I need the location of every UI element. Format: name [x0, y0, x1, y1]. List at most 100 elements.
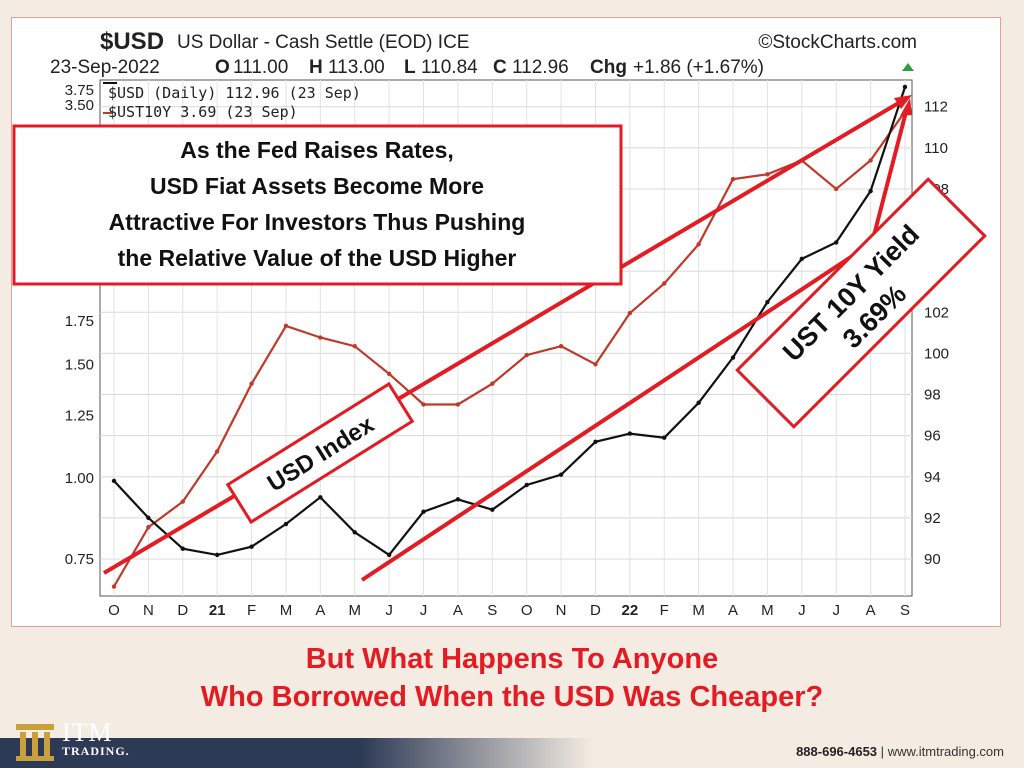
right-axis-tick-label: 100 — [924, 345, 949, 362]
ust10y-data-point — [249, 381, 254, 386]
chart-instrument-name: US Dollar - Cash Settle (EOD) ICE — [177, 32, 469, 53]
ust10y-data-point — [730, 176, 736, 182]
ust10y-data-point — [696, 242, 701, 247]
right-axis-tick-label: 110 — [924, 140, 948, 157]
callout-line-2: USD Fiat Assets Become More — [150, 173, 484, 199]
usd-data-point — [902, 84, 908, 90]
right-axis-tick-label: 94 — [924, 469, 941, 486]
usd-legend-label: $USD (Daily) 112.96 (23 Sep) — [108, 84, 361, 102]
series-points — [111, 84, 908, 589]
left-axis-tick-label: 1.50 — [65, 356, 94, 373]
ust10y-data-point — [868, 158, 873, 163]
usd-data-point — [593, 439, 598, 445]
usd-data-point — [180, 546, 185, 551]
usd-data-point — [627, 431, 633, 436]
usd-series-line — [113, 86, 907, 557]
ust10y-data-point — [627, 310, 633, 316]
footer-bar-fade — [360, 738, 1024, 768]
x-axis-tick-label: D — [177, 602, 188, 619]
right-axis-tick-label: 96 — [924, 428, 941, 445]
low-value: 110.84 — [421, 57, 478, 78]
left-axis-ticks: 0.75 1.00 1.25 1.50 1.75 3.503.75 — [65, 82, 94, 568]
x-axis-tick-label: N — [556, 602, 567, 619]
usd-data-point — [558, 472, 564, 477]
right-axis-tick-label: 90 — [924, 551, 941, 568]
callout-line-4: the Relative Value of the USD Higher — [118, 245, 517, 271]
usd-index-tag-box — [225, 381, 415, 525]
usd-data-point — [730, 355, 736, 360]
ust10y-data-point — [318, 335, 323, 340]
x-axis-tick-label: A — [728, 602, 738, 619]
ust10y-data-point — [834, 186, 839, 192]
footer-question-line-1: But What Happens To Anyone — [305, 643, 719, 675]
ust10y-data-point — [524, 352, 529, 358]
low-label: L — [404, 57, 416, 78]
x-axis-tick-label: M — [280, 602, 293, 619]
ust10y-data-point — [421, 402, 426, 407]
right-axis-tick-label: 112 — [924, 99, 948, 116]
usd-data-point — [799, 256, 805, 262]
ust10y-data-point — [386, 371, 392, 377]
usd-data-point — [111, 478, 117, 484]
close-value: 112.96 — [512, 57, 569, 78]
footer-question: But What Happens To Anyone Who Borrowed … — [0, 640, 1024, 716]
chart-panel: $USD US Dollar - Cash Settle (EOD) ICE ©… — [11, 17, 1001, 627]
x-axis-tick-label: M — [761, 602, 774, 619]
left-axis-tick-label: 0.75 — [65, 551, 94, 568]
ust-trend-arrowhead — [900, 98, 912, 116]
x-axis-tick-label: O — [108, 602, 120, 619]
usd-data-point — [421, 509, 426, 514]
ust10y-series-line — [113, 110, 906, 588]
right-axis-ticks: 9092949698100102104108110112 — [924, 99, 949, 568]
x-axis-tick-label: A — [315, 602, 325, 619]
left-axis-tick-label: 3.75 — [65, 82, 94, 99]
ust-trend-arrow — [360, 241, 874, 582]
left-axis-tick-label: 1.00 — [65, 470, 94, 487]
chart-symbol: $USD — [100, 28, 164, 55]
usd-data-point — [283, 521, 289, 527]
change-value: +1.86 (+1.67%) — [633, 57, 764, 78]
up-arrow-icon — [902, 63, 914, 71]
usd-data-point — [834, 240, 839, 245]
ust-legend-label: $UST10Y 3.69 (23 Sep) — [108, 103, 298, 121]
right-axis-tick-label: 92 — [924, 510, 941, 527]
usd-data-point — [490, 507, 495, 512]
ust10y-data-point — [146, 524, 151, 530]
callout-line-1: As the Fed Raises Rates, — [180, 137, 454, 163]
ust10y-data-point — [662, 281, 667, 286]
ust10y-data-point — [593, 362, 598, 367]
high-value: 113.00 — [328, 57, 385, 78]
x-axis-tick-label: A — [866, 602, 876, 619]
footer-question-line-2: Who Borrowed When the USD Was Cheaper? — [200, 681, 824, 713]
ust-yield-tag-box — [735, 177, 987, 429]
ust-legend-swatch — [103, 112, 113, 114]
usd-data-point — [352, 530, 357, 535]
close-label: C — [493, 57, 507, 78]
x-axis-tick-label: A — [453, 602, 463, 619]
x-axis-tick-label: 21 — [209, 602, 226, 619]
high-label: H — [309, 57, 323, 78]
callout-line-3: Attractive For Investors Thus Pushing — [109, 209, 526, 235]
chart-svg: $USD US Dollar - Cash Settle (EOD) ICE ©… — [12, 28, 987, 619]
ust10y-data-point — [490, 381, 495, 386]
ust10y-data-point — [283, 323, 289, 329]
x-axis-ticks: O N D 21 F M A M J J A S O N D 22 F M A M J J A S — [108, 602, 910, 619]
left-axis-tick-label: 1.75 — [65, 313, 94, 330]
usd-data-point — [214, 552, 220, 558]
logo-wordmark: ITM — [62, 718, 113, 747]
ust10y-data-point — [111, 584, 117, 589]
ust10y-data-point — [455, 402, 461, 407]
x-axis-tick-label: M — [692, 602, 705, 619]
open-value: 111.00 — [233, 57, 288, 78]
usd-data-point — [696, 400, 701, 405]
x-axis-tick-label: 22 — [622, 602, 639, 619]
itm-logo-icon — [16, 724, 54, 761]
ust10y-data-point — [765, 172, 770, 177]
usd-data-point — [662, 435, 667, 440]
usd-data-point — [386, 552, 392, 558]
usd-legend-swatch — [103, 82, 117, 84]
contact-website: www.itmtrading.com — [887, 744, 1004, 759]
contact-phone: 888-696-4653 — [796, 744, 878, 759]
usd-data-point — [455, 497, 461, 502]
usd-data-point — [249, 544, 254, 549]
